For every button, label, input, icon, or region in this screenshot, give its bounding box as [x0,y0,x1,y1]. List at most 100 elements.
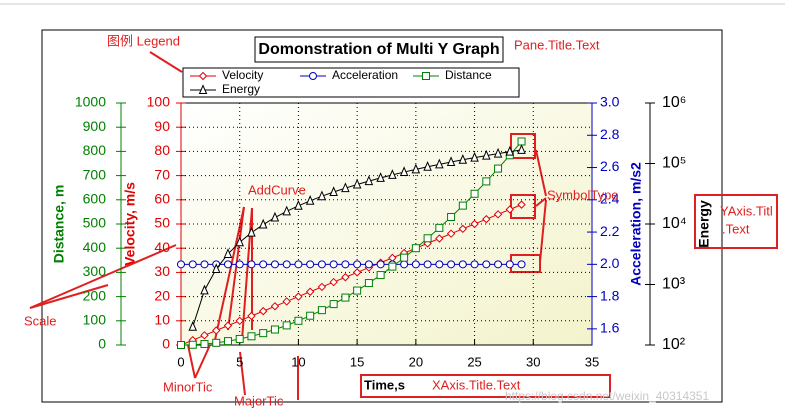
marker [282,205,291,216]
annotation: YAxis.Titl [720,203,773,218]
y-tick-label: 10⁵ [662,155,686,172]
marker [188,340,197,349]
highlight-box [510,133,536,159]
marker [364,260,373,269]
marker [482,149,491,160]
legend-marker [309,72,317,80]
marker [517,144,526,154]
annotation: MinorTic [163,379,213,394]
marker [247,226,256,237]
marker [458,224,468,234]
y-tick-label: 3.0 [600,94,620,110]
marker [235,236,244,247]
marker [364,279,373,288]
marker [341,182,350,193]
marker [247,332,256,341]
marker [270,260,279,269]
marker [494,164,503,173]
y-axis-title: Acceleration, m/s2 [628,162,644,286]
marker [247,311,256,321]
y-tick-label: 90 [154,118,170,134]
marker [305,287,315,296]
marker [423,260,432,269]
marker [353,286,362,295]
marker [435,234,444,243]
marker [376,260,385,269]
marker [188,321,198,331]
marker [329,186,338,197]
arrow [539,199,547,263]
y-tick-label: 900 [83,118,107,134]
y-tick-label: 70 [154,166,170,182]
annotation: https://blog.csdn.net/weixin_40314351 [505,389,709,403]
marker [446,156,456,167]
marker [352,178,362,189]
marker [294,316,303,325]
legend-label: Velocity [222,68,263,82]
legend-box [182,67,520,98]
y-tick-label: 50 [154,215,170,231]
marker [376,172,385,182]
annotation: Pane.Title.Text [514,37,600,52]
marker [470,260,479,269]
legend-marker [422,72,430,80]
y-tick-label: 30 [154,263,170,279]
legend-label: Distance [445,68,492,82]
marker [388,169,397,179]
annotation: AddCurve [248,182,306,197]
chart-title: Domonstration of Multi Y Graph [258,41,499,58]
y-axis-title: Distance, m [51,185,67,264]
marker [517,137,526,146]
marker [177,260,185,269]
y-tick-label: 100 [83,312,107,328]
marker [482,177,491,186]
marker [353,260,362,269]
y-tick-label: 400 [83,239,107,255]
marker [259,260,268,269]
marker [482,214,491,224]
marker [270,211,280,222]
y-tick-label: 1.8 [600,287,620,303]
marker [341,260,350,269]
y-tick-label: 1.6 [600,320,620,336]
x-tick-label: 0 [177,354,184,369]
y-tick-label: 200 [83,287,107,303]
arrow [187,344,196,379]
x-tick-label: 30 [526,354,540,369]
marker [258,218,268,229]
arrow [149,51,183,73]
x-tick-label: 10 [291,354,305,369]
arrow [29,244,177,309]
marker [341,293,350,302]
marker [505,205,515,214]
x-axis-title: Time,s [364,377,405,392]
marker [505,260,514,269]
y-tick-label: 10³ [662,276,686,293]
y-tick-label: 2.0 [600,255,620,271]
marker [376,271,385,280]
y-tick-label: 500 [83,215,107,231]
x-tick-label: 15 [350,354,364,369]
y-tick-label: 10² [662,336,686,353]
marker [200,260,209,269]
marker [435,158,444,169]
marker [470,151,479,162]
marker [364,175,374,186]
marker [317,306,326,315]
y-tick-label: 80 [154,142,170,158]
arrow [214,206,245,341]
marker [435,260,444,269]
marker [317,282,327,292]
arrow [535,197,547,207]
marker [446,229,456,238]
title-box [254,36,504,63]
y-tick-label: 100 [147,94,171,110]
highlight-box [694,194,778,249]
y-tick-label: 10 [154,312,170,328]
marker [223,248,233,258]
marker [223,321,233,330]
x-tick-label: 25 [467,354,481,369]
marker [223,337,232,346]
legend-label: Energy [222,82,260,96]
